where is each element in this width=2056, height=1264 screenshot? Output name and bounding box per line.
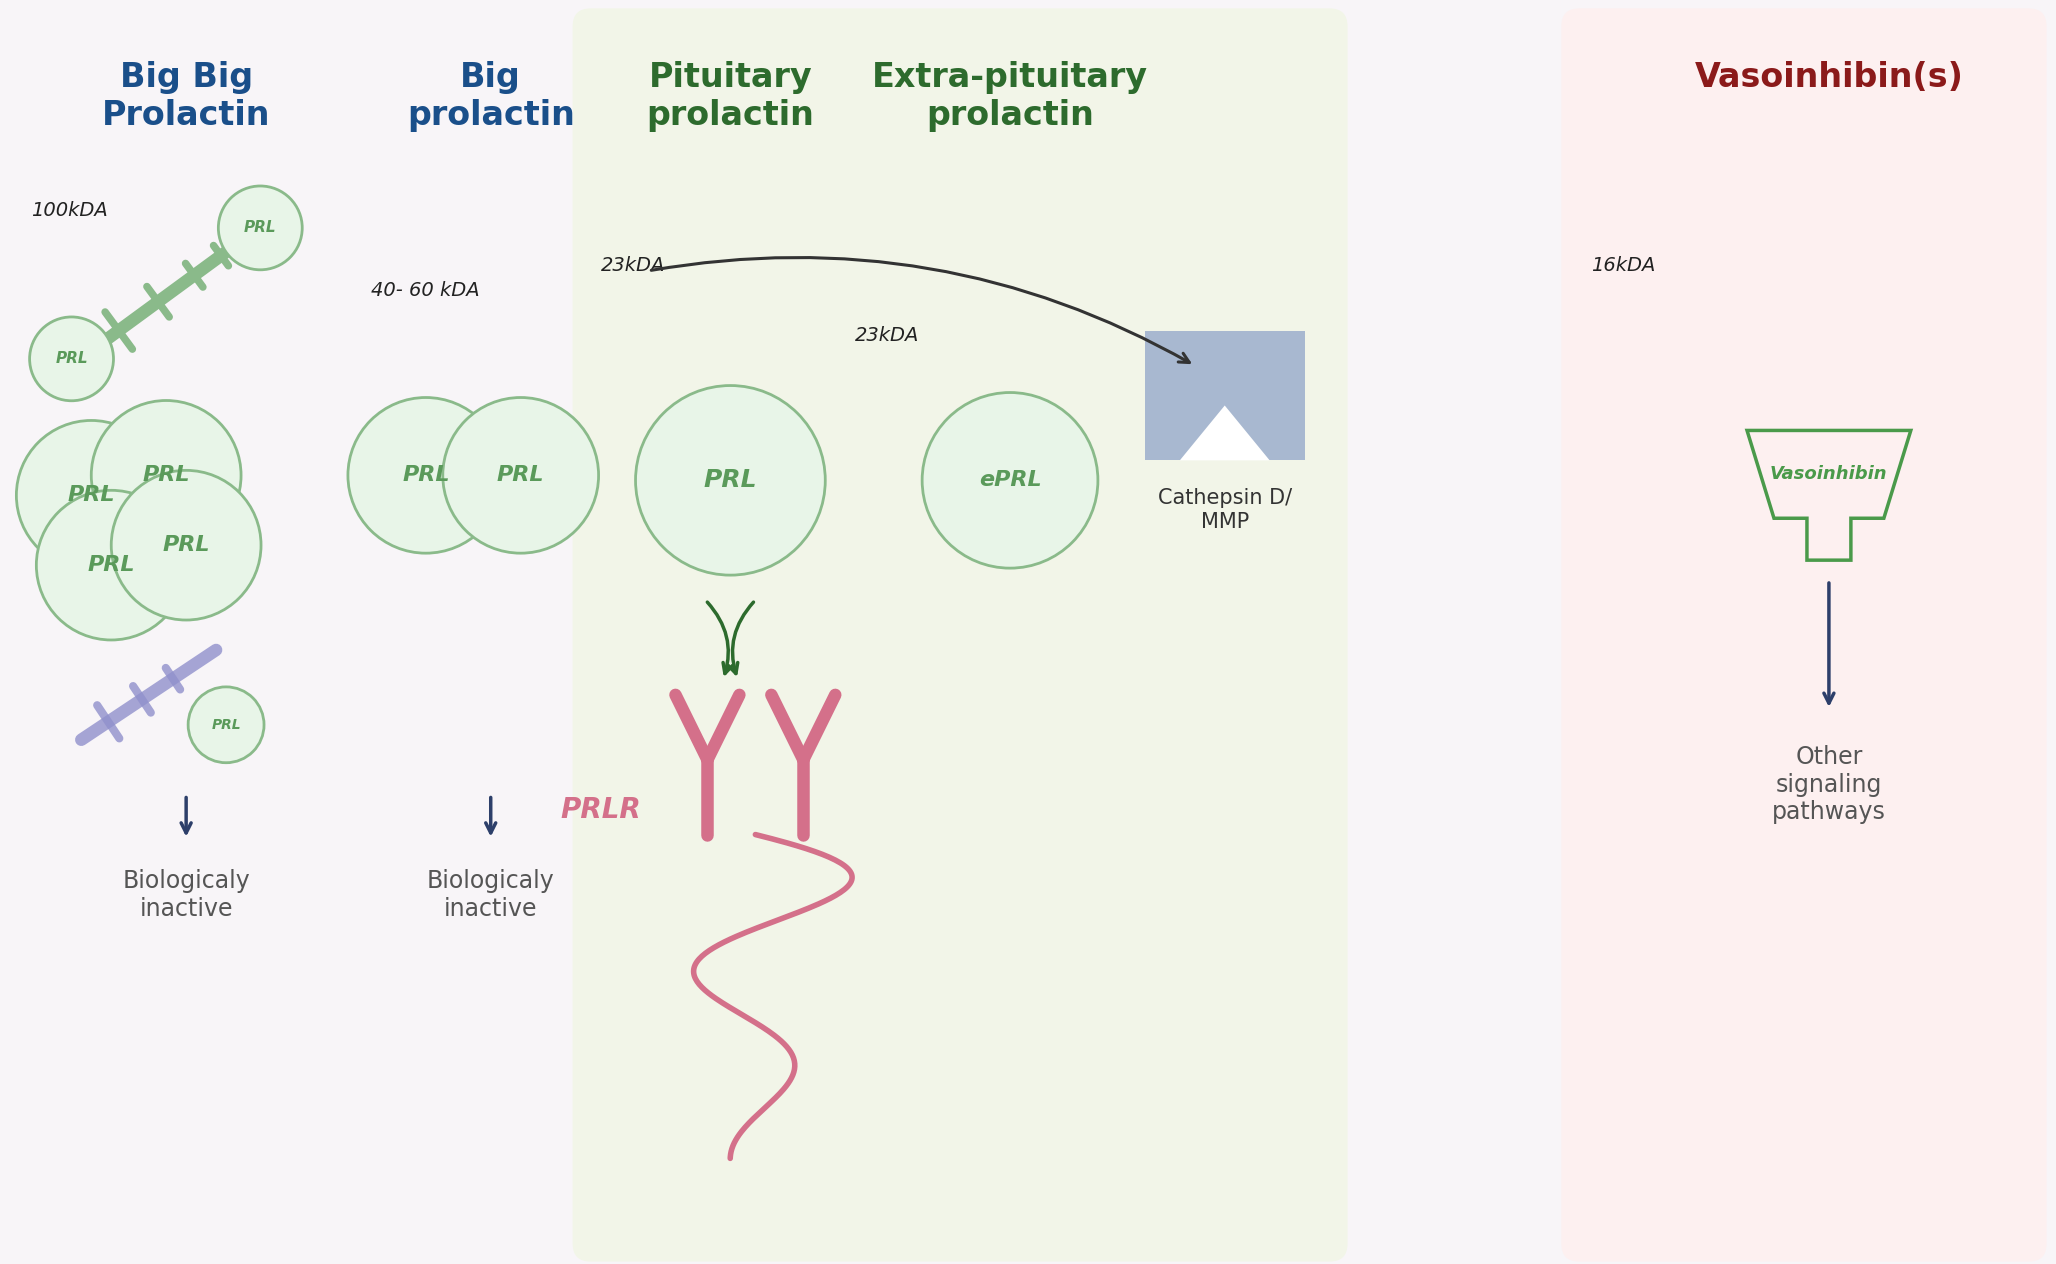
Circle shape: [218, 186, 302, 269]
Text: PRL: PRL: [56, 351, 88, 367]
Text: Other
signaling
pathways: Other signaling pathways: [1772, 744, 1885, 824]
Text: Vasoinhibin(s): Vasoinhibin(s): [1694, 61, 1963, 95]
Text: 23kDA: 23kDA: [855, 326, 919, 345]
Text: 23kDA: 23kDA: [600, 257, 664, 276]
Circle shape: [111, 470, 261, 621]
Text: Vasoinhibin: Vasoinhibin: [1770, 465, 1887, 483]
Circle shape: [635, 386, 824, 575]
Circle shape: [347, 397, 504, 554]
Text: PRL: PRL: [498, 465, 545, 485]
FancyBboxPatch shape: [1145, 331, 1306, 460]
Circle shape: [442, 397, 598, 554]
Text: Pituitary
prolactin: Pituitary prolactin: [646, 61, 814, 133]
Circle shape: [29, 317, 113, 401]
Circle shape: [189, 686, 263, 762]
Text: Biologicaly
inactive: Biologicaly inactive: [428, 870, 555, 921]
Text: Big
prolactin: Big prolactin: [407, 61, 576, 133]
Text: 100kDA: 100kDA: [31, 201, 109, 220]
Circle shape: [90, 401, 241, 550]
Text: PRL: PRL: [162, 535, 210, 555]
Text: Big Big
Prolactin: Big Big Prolactin: [103, 61, 271, 133]
Text: Extra-pituitary
prolactin: Extra-pituitary prolactin: [872, 61, 1147, 133]
Text: PRL: PRL: [68, 485, 115, 506]
Circle shape: [923, 393, 1098, 568]
FancyBboxPatch shape: [574, 9, 1347, 1261]
Circle shape: [16, 421, 167, 570]
Text: Cathepsin D/
MMP: Cathepsin D/ MMP: [1158, 488, 1291, 532]
Text: PRL: PRL: [212, 718, 241, 732]
Text: PRL: PRL: [703, 469, 757, 493]
Text: PRLR: PRLR: [559, 795, 641, 824]
Circle shape: [37, 490, 187, 640]
Text: PRL: PRL: [142, 465, 189, 485]
Text: Biologicaly
inactive: Biologicaly inactive: [121, 870, 251, 921]
FancyBboxPatch shape: [1561, 9, 2046, 1261]
Polygon shape: [1180, 406, 1271, 460]
Text: 16kDA: 16kDA: [1591, 257, 1655, 276]
Text: PRL: PRL: [403, 465, 450, 485]
Text: 40- 60 kDA: 40- 60 kDA: [370, 282, 479, 301]
Text: PRL: PRL: [88, 555, 136, 575]
Text: PRL: PRL: [245, 220, 278, 235]
Text: ePRL: ePRL: [979, 470, 1040, 490]
